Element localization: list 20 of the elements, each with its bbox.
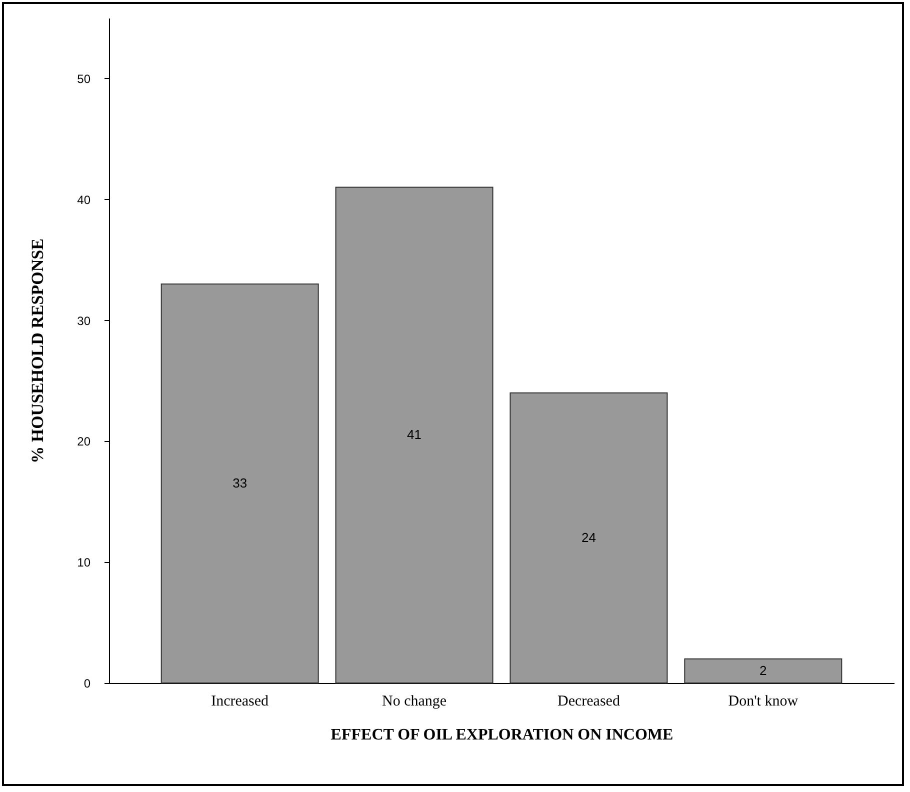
data-label: 24: [581, 530, 596, 545]
bar: [160, 284, 319, 684]
bar: [684, 658, 842, 684]
y-tick-label: 50: [77, 72, 91, 86]
x-tick-label: Increased: [211, 694, 270, 710]
data-label: 41: [407, 427, 422, 442]
bar: [510, 392, 668, 684]
x-tick-label: Decreased: [557, 694, 620, 710]
data-label: 2: [760, 662, 767, 678]
x-tick-label: Don't know: [728, 694, 798, 710]
y-tick-label: 40: [77, 192, 91, 207]
data-label: 33: [232, 476, 248, 490]
x-axis-title: EFFECT OF OIL EXPLORATION ON INCOME: [330, 726, 674, 744]
y-axis-title: % HOUSEHOLD RESPONSE: [28, 238, 48, 464]
y-tick-label: 20: [77, 434, 91, 449]
y-tick-label: 30: [77, 314, 91, 328]
y-tick-label: 10: [77, 556, 91, 570]
y-tick-label: 0: [84, 676, 91, 690]
x-tick-label: No change: [382, 694, 447, 710]
bar: [335, 186, 494, 684]
